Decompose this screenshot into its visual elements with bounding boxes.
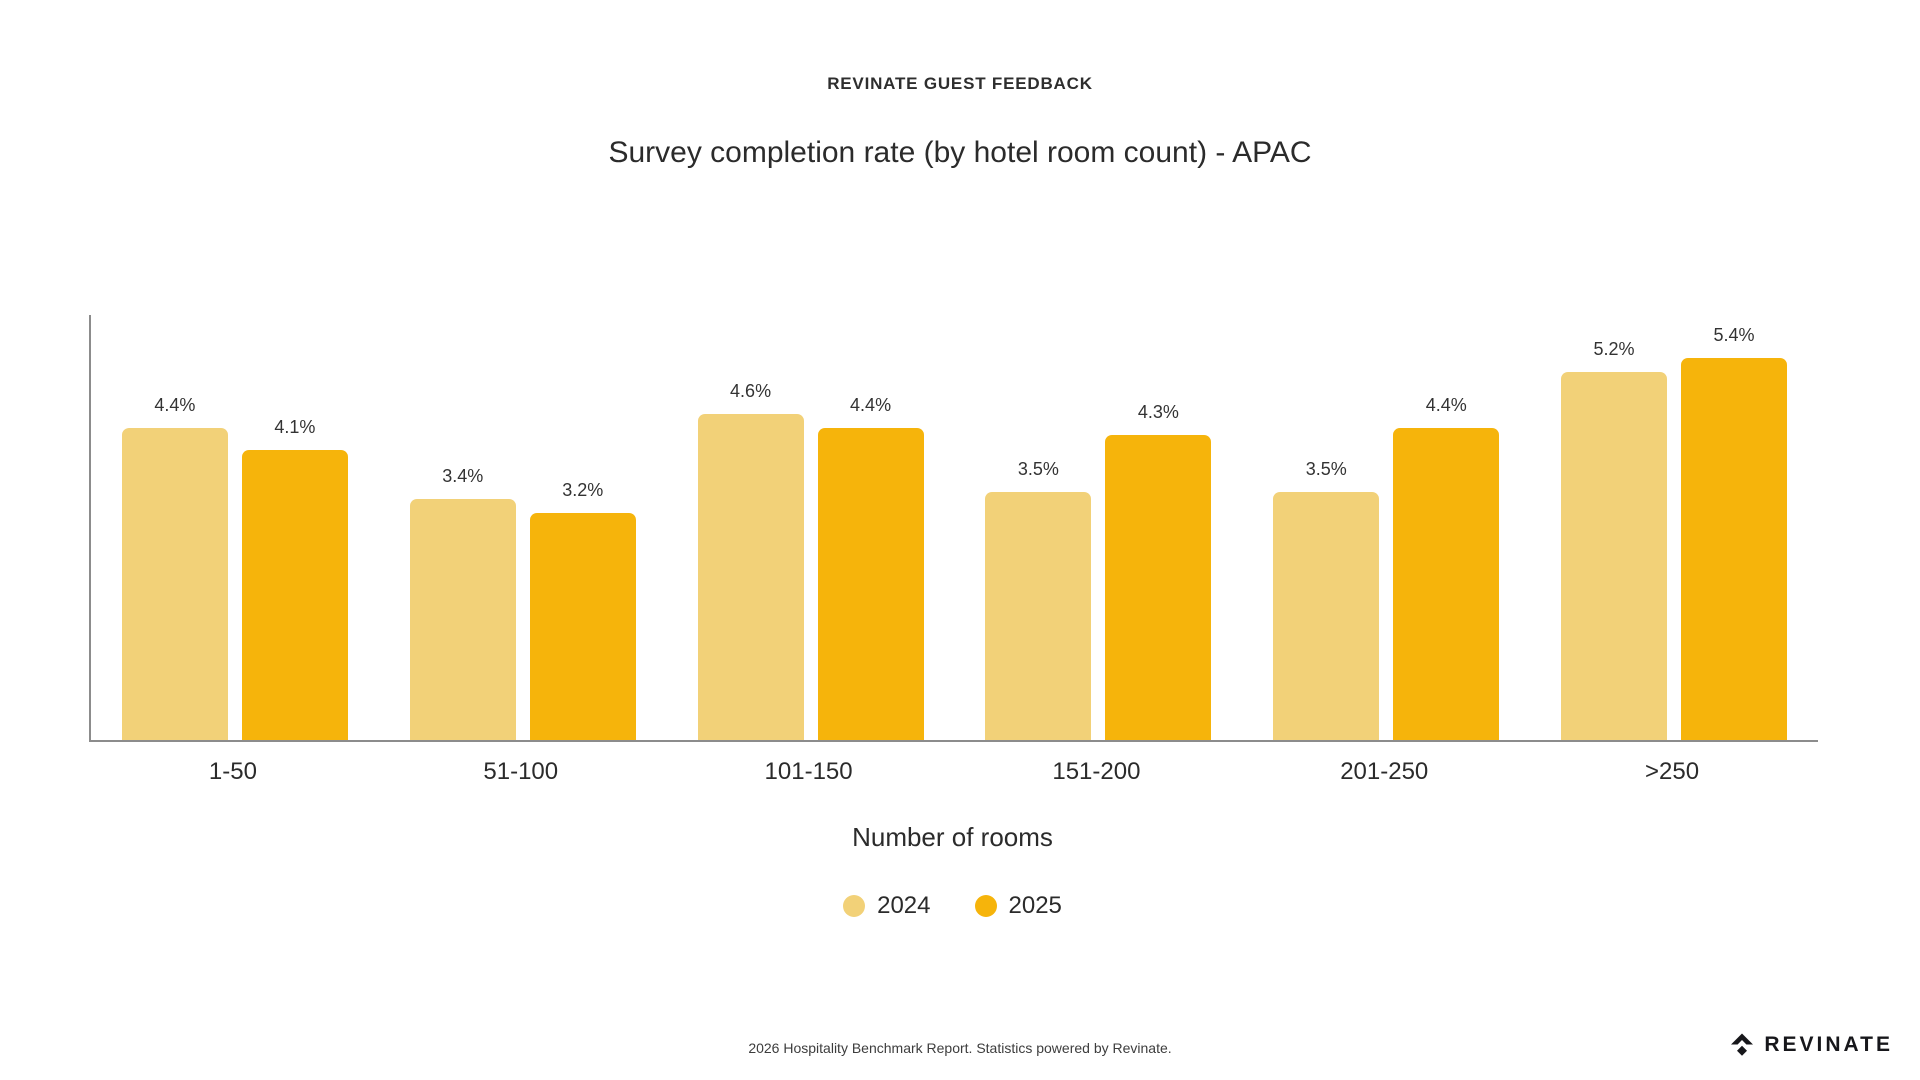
bar-2025-151-200 xyxy=(1105,435,1212,740)
bar-value-label: 4.6% xyxy=(730,381,772,402)
bar-value-label: 5.4% xyxy=(1713,324,1755,345)
bar-column-2025-101-150: 4.4% xyxy=(817,315,924,740)
bar-column-2024-1-50: 4.4% xyxy=(121,315,228,740)
chart-title: Survey completion rate (by hotel room co… xyxy=(608,136,1312,169)
bar-value-label: 4.1% xyxy=(274,416,316,437)
revinate-logo-icon xyxy=(1730,1033,1754,1057)
x-tick-label-51-100: 51-100 xyxy=(483,758,559,785)
legend-label: 2024 xyxy=(877,892,931,919)
x-tick-label-201-250: 201-250 xyxy=(1340,758,1429,785)
legend-label: 2025 xyxy=(1008,892,1062,919)
bar-2025-101-150 xyxy=(817,428,924,740)
legend-item-2024: 2024 xyxy=(843,892,931,920)
bar-group-101-150: 4.6% 4.4% xyxy=(667,315,955,740)
plot-area: 4.4% 4.1% 3.4% 3.2% 4.6% 4.4% 3.5% 4.3% 3.5% 4.4%… xyxy=(91,315,1818,740)
bar-2025-1-50 xyxy=(241,449,348,740)
bar-value-label: 3.2% xyxy=(562,480,604,501)
bar-column-2024-151-200: 3.5% xyxy=(985,315,1092,740)
brand-name: REVINATE xyxy=(1764,1033,1893,1056)
plot-frame: 4.4% 4.1% 3.4% 3.2% 4.6% 4.4% 3.5% 4.3% 3.5% 4.4%… xyxy=(89,315,1818,742)
x-tick-label-151-200: 151-200 xyxy=(1052,758,1141,785)
bar-column-2024-201-250: 3.5% xyxy=(1273,315,1380,740)
bar-value-label: 4.4% xyxy=(1425,395,1467,416)
legend-dot-icon xyxy=(843,895,866,917)
bar-value-label: 3.4% xyxy=(442,466,484,487)
bar-value-label: 4.4% xyxy=(154,395,196,416)
brand-lockup: REVINATE xyxy=(1730,1033,1893,1057)
bar-2024-1-50 xyxy=(121,428,228,740)
bar-column-2024-250: 5.2% xyxy=(1561,315,1668,740)
legend: 2024 2025 xyxy=(89,892,1816,920)
bar-group-151-200: 3.5% 4.3% xyxy=(954,315,1242,740)
bar-value-label: 4.4% xyxy=(850,395,892,416)
legend-dot-icon xyxy=(974,895,997,917)
bar-value-label: 3.5% xyxy=(1017,459,1059,480)
x-axis-title: Number of rooms xyxy=(852,822,1053,852)
x-axis-labels: 1-50 51-100 101-150 151-200 201-250 >250 xyxy=(89,758,1816,786)
bar-column-2025-1-50: 4.1% xyxy=(241,315,348,740)
bar-value-label: 4.3% xyxy=(1137,402,1179,423)
bar-group-250: 5.2% 5.4% xyxy=(1530,315,1818,740)
bar-group-201-250: 3.5% 4.4% xyxy=(1242,315,1530,740)
bar-2024-51-100 xyxy=(409,499,516,740)
bar-2024-250 xyxy=(1561,371,1668,740)
legend-item-2025: 2025 xyxy=(974,892,1062,920)
bar-column-2025-151-200: 4.3% xyxy=(1105,315,1212,740)
bar-2025-250 xyxy=(1681,357,1788,740)
x-tick-label-101-150: 101-150 xyxy=(764,758,853,785)
footer-note: 2026 Hospitality Benchmark Report. Stati… xyxy=(748,1040,1172,1056)
bar-2024-101-150 xyxy=(697,414,804,740)
bar-column-2025-201-250: 4.4% xyxy=(1393,315,1500,740)
bar-column-2024-51-100: 3.4% xyxy=(409,315,516,740)
bar-2024-201-250 xyxy=(1273,492,1380,740)
bar-column-2024-101-150: 4.6% xyxy=(697,315,804,740)
bar-column-2025-51-100: 3.2% xyxy=(529,315,636,740)
report-eyebrow: REVINATE GUEST FEEDBACK xyxy=(827,74,1093,93)
bar-2024-151-200 xyxy=(985,492,1092,740)
bar-group-51-100: 3.4% 3.2% xyxy=(379,315,667,740)
bar-value-label: 5.2% xyxy=(1593,338,1635,359)
bar-2025-201-250 xyxy=(1393,428,1500,740)
bar-column-2025-250: 5.4% xyxy=(1681,315,1788,740)
bar-group-1-50: 4.4% 4.1% xyxy=(91,315,379,740)
bar-2025-51-100 xyxy=(529,513,636,740)
x-tick-label-250: >250 xyxy=(1645,758,1700,785)
bar-value-label: 3.5% xyxy=(1305,459,1347,480)
x-tick-label-1-50: 1-50 xyxy=(208,758,257,785)
